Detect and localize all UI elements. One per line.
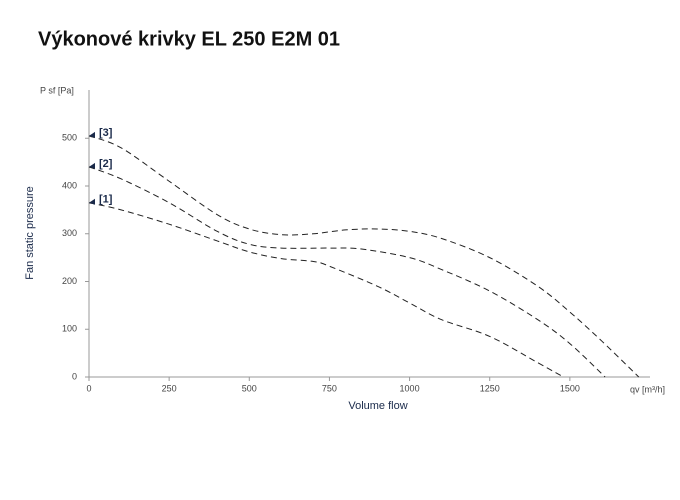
legend-label: [3] [99, 127, 113, 139]
y-tick-label: 300 [62, 228, 77, 238]
x-tick-label: 0 [86, 383, 91, 393]
x-tick-label: 250 [162, 383, 177, 393]
legend-label: [1] [99, 194, 113, 206]
x-tick-label: 1500 [560, 383, 580, 393]
chart-title: Výkonové krivky EL 250 E2M 01 [38, 28, 340, 50]
legend-label: [2] [99, 158, 113, 170]
curve [88, 202, 564, 378]
y-tick-label: 400 [62, 180, 77, 190]
x-axis-unit: qv [m³/h] [630, 384, 665, 394]
y-tick-label: 200 [62, 276, 77, 286]
curve [88, 135, 640, 378]
y-axis-label: Fan static pressure [24, 186, 36, 280]
y-tick-label: 100 [62, 324, 77, 334]
y-tick-label: 0 [72, 371, 77, 381]
curve-marker [89, 131, 95, 138]
x-tick-label: 1250 [480, 383, 500, 393]
x-tick-label: 500 [242, 383, 257, 393]
curve [88, 166, 606, 378]
y-axis-unit: P sf [Pa] [40, 85, 74, 95]
x-tick-label: 750 [322, 383, 337, 393]
x-axis-label: Volume flow [348, 400, 407, 412]
curve-marker [89, 198, 95, 205]
x-tick-label: 1000 [400, 383, 420, 393]
y-tick-label: 500 [62, 133, 77, 143]
curve-marker [89, 162, 95, 169]
